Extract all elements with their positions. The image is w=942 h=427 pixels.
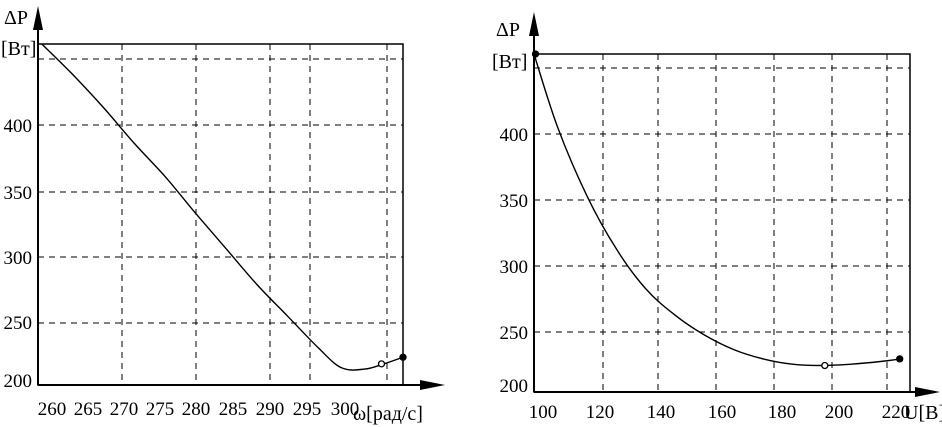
r-x-tick-label: 220 <box>882 402 911 423</box>
r-y-tick-label: 300 <box>500 257 529 278</box>
l-data-marker <box>377 360 386 368</box>
l-y-tick-label: 200 <box>4 371 33 392</box>
right-plot-frame <box>533 53 911 393</box>
l-data-marker <box>399 353 407 361</box>
right-x-tick-labels: 100 120 140 160 180 200 220 <box>529 402 911 423</box>
l-y-tick-label: 350 <box>4 183 33 204</box>
l-x-tick-label: 285 <box>219 399 248 420</box>
right-markers <box>531 50 904 370</box>
l-y-tick-label: 250 <box>4 313 33 334</box>
l-x-tick-label: 265 <box>74 399 103 420</box>
r-y-tick-label: 200 <box>500 376 529 397</box>
right-x-axis-arrow <box>915 387 940 397</box>
r-x-tick-label: 180 <box>768 402 797 423</box>
right-y-label-symbol: ΔP <box>496 19 520 41</box>
left-x-label: ω[рад/с] <box>353 403 423 425</box>
r-y-tick-label: 250 <box>500 323 529 344</box>
r-x-tick-label: 140 <box>647 402 676 423</box>
l-x-tick-label: 290 <box>256 399 285 420</box>
r-x-tick-label: 100 <box>529 402 558 423</box>
l-x-tick-label: 300 <box>331 399 360 420</box>
right-series-line <box>533 53 902 367</box>
left-y-axis-arrow <box>33 6 43 30</box>
l-x-tick-label: 275 <box>146 399 175 420</box>
l-x-tick-label: 295 <box>293 399 322 420</box>
l-x-tick-label: 280 <box>182 399 211 420</box>
left-markers <box>377 353 407 368</box>
right-x-label: U[В] <box>904 402 942 424</box>
left-x-tick-labels: 260 265 270 275 280 285 290 295 300 <box>38 399 360 420</box>
right-chart: ΔP [Вт] U[В] 100 120 140 160 180 200 220 200 25… <box>492 12 942 424</box>
left-y-label-unit: [Вт] <box>1 38 36 60</box>
r-x-tick-label: 200 <box>825 402 854 423</box>
r-y-tick-label: 400 <box>500 125 529 146</box>
right-y-label-unit: [Вт] <box>492 51 527 73</box>
left-x-axis-arrow <box>420 380 445 390</box>
left-series-line <box>41 43 404 371</box>
l-x-tick-label: 260 <box>38 399 67 420</box>
right-y-axis-arrow <box>529 12 539 36</box>
left-chart: ΔP [Вт] ω[рад/с] 260 265 270 275 280 285 290 29… <box>1 6 445 425</box>
r-x-tick-label: 120 <box>586 402 615 423</box>
right-y-tick-labels: 200 250 300 350 400 <box>500 125 529 397</box>
l-y-tick-label: 400 <box>4 116 33 137</box>
r-x-tick-label: 160 <box>708 402 737 423</box>
left-y-tick-labels: 200 250 300 350 400 <box>4 116 33 392</box>
right-gridlines <box>534 54 910 392</box>
r-data-marker <box>821 361 829 370</box>
r-data-marker <box>896 355 904 363</box>
left-y-label-symbol: ΔP <box>4 7 28 29</box>
r-data-marker <box>531 50 540 58</box>
l-x-tick-label: 270 <box>110 399 139 420</box>
r-y-tick-label: 350 <box>500 191 529 212</box>
l-y-tick-label: 300 <box>4 248 33 269</box>
